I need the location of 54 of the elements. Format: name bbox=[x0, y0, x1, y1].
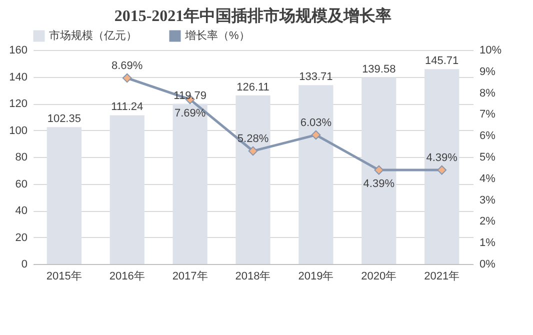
y2-tick-label: 3% bbox=[480, 194, 496, 206]
data-label: 111.24 bbox=[111, 101, 144, 114]
legend-label: 市场规模（亿元） bbox=[49, 29, 137, 42]
data-label: 126.11 bbox=[236, 81, 270, 94]
bar bbox=[362, 77, 396, 264]
x-tick-label: 2016年 bbox=[109, 270, 145, 282]
bar bbox=[110, 115, 144, 264]
x-tick-label: 2015年 bbox=[46, 270, 82, 282]
y2-tick-label: 7% bbox=[480, 108, 496, 121]
y2-tick-label: 9% bbox=[480, 66, 496, 78]
y-tick-label: 80 bbox=[15, 152, 28, 164]
x-tick-label: 2017年 bbox=[172, 270, 208, 282]
y-tick-label: 60 bbox=[15, 178, 28, 190]
data-label: 5.28% bbox=[237, 133, 269, 146]
bar bbox=[236, 95, 270, 264]
point bbox=[122, 73, 132, 83]
y-tick-label: 140 bbox=[9, 71, 28, 84]
y-tick-label: 0 bbox=[21, 258, 28, 270]
y-tick-label: 40 bbox=[15, 205, 28, 217]
point bbox=[374, 165, 384, 175]
point bbox=[437, 165, 447, 175]
x-tick-label: 2018年 bbox=[235, 270, 271, 282]
bar bbox=[424, 69, 460, 264]
x-tick-label: 2020年 bbox=[361, 270, 397, 282]
y2-tick-label: 5% bbox=[480, 152, 496, 164]
chart-title: 2015-2021年中国插排市场规模及增长率 bbox=[114, 6, 392, 25]
data-label: 7.69% bbox=[174, 107, 206, 120]
data-label: 139.58 bbox=[362, 63, 396, 76]
y2-tick-label: 4% bbox=[480, 172, 496, 185]
y2-tick-label: 8% bbox=[480, 87, 496, 100]
y2-tick-label: 6% bbox=[480, 130, 496, 142]
y2-tick-label: 1% bbox=[480, 237, 496, 250]
data-label: 8.69% bbox=[112, 60, 143, 72]
y-tick-label: 120 bbox=[9, 98, 28, 110]
data-label: 6.03% bbox=[300, 116, 332, 129]
bar bbox=[46, 127, 82, 264]
y2-tick-label: 0% bbox=[480, 258, 496, 270]
bar bbox=[172, 104, 208, 264]
x-tick-label: 2019年 bbox=[298, 270, 334, 282]
legend-label: 增长率（%） bbox=[184, 29, 250, 42]
x-tick-label: 2021年 bbox=[424, 270, 460, 282]
y2-tick-label: 2% bbox=[480, 216, 496, 228]
y-tick-label: 20 bbox=[15, 232, 28, 244]
y-tick-label: 160 bbox=[9, 44, 28, 56]
data-label: 102.35 bbox=[47, 113, 81, 126]
data-label: 133.71 bbox=[299, 71, 333, 84]
y-tick-label: 100 bbox=[9, 124, 28, 137]
point bbox=[248, 146, 258, 156]
data-label: 145.71 bbox=[425, 55, 459, 68]
point bbox=[311, 130, 321, 140]
data-label: 4.39% bbox=[363, 178, 395, 190]
data-label: 4.39% bbox=[426, 152, 458, 164]
y2-tick-label: 10% bbox=[480, 44, 502, 56]
bar bbox=[298, 85, 334, 264]
